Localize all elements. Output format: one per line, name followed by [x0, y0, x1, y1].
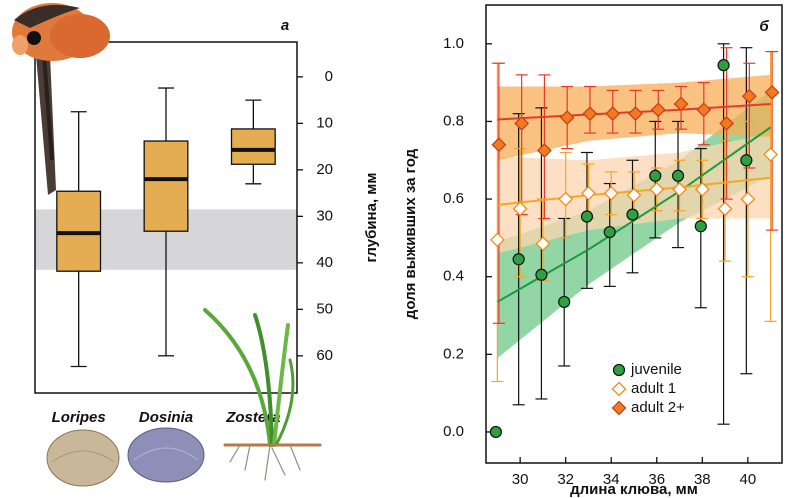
point: [626, 187, 642, 203]
x-tick-label: 40: [740, 471, 757, 488]
point: [489, 232, 505, 248]
point: [741, 88, 757, 104]
plant: [203, 308, 322, 481]
point: [603, 225, 616, 239]
y-tick-label: 40: [316, 254, 333, 271]
point: [650, 102, 666, 118]
legend-label: adult 2+: [631, 399, 685, 416]
point: [671, 169, 685, 182]
x-axis-label: длина клюва, мм: [570, 481, 698, 498]
bird-bill-shade: [42, 55, 54, 160]
bird-neck: [50, 14, 110, 58]
point: [673, 96, 689, 112]
point: [558, 191, 574, 207]
y-tick-label: 10: [316, 114, 333, 131]
point: [491, 137, 507, 153]
point: [763, 147, 779, 162]
panel-label: б: [759, 18, 769, 35]
y-tick-label: 0.4: [443, 268, 464, 285]
point: [514, 115, 530, 131]
y-tick-label: 0: [325, 68, 333, 85]
point: [512, 253, 525, 266]
plant-blade: [253, 313, 274, 447]
point: [535, 268, 548, 281]
y-tick-label: 0.8: [443, 112, 464, 129]
point: [558, 295, 571, 309]
illustrations: [12, 3, 322, 487]
point: [719, 115, 734, 131]
legend-marker: [611, 381, 627, 397]
shell-dosinia-rim: [133, 447, 199, 461]
shell-loripes: [46, 429, 120, 487]
point: [628, 106, 643, 122]
plant-blade: [274, 358, 295, 447]
y-axis-label: доля выживших за год: [402, 148, 419, 319]
plant-blade: [272, 323, 290, 447]
point: [649, 181, 665, 197]
plot-frame: [34, 41, 298, 394]
x-tick-label: 36: [648, 471, 665, 488]
point: [537, 143, 552, 158]
panel-label: а: [281, 17, 289, 34]
y-axis-label: глубина, мм: [363, 173, 380, 263]
x-tick-label: 32: [557, 471, 574, 488]
point: [582, 106, 598, 122]
plant-roots: [229, 444, 301, 481]
point: [649, 169, 662, 182]
shell-dosinia: [127, 427, 205, 483]
bird-eye: [27, 31, 41, 45]
point: [535, 236, 551, 252]
point: [740, 191, 756, 207]
x-tick-label: 34: [603, 471, 620, 488]
point: [672, 181, 687, 197]
plant-blade: [203, 308, 272, 447]
y-tick-label: 0.0: [443, 423, 464, 440]
point: [580, 210, 594, 223]
y-tick-label: 0.2: [443, 345, 464, 362]
legend-marker: [612, 363, 626, 377]
point: [740, 154, 753, 167]
y-tick-label: 60: [316, 347, 333, 364]
plot-frame: [485, 4, 783, 464]
point: [605, 106, 621, 122]
point: [717, 59, 730, 72]
y-tick-label: 1.0: [443, 35, 464, 52]
legend-label: juvenile: [630, 361, 682, 378]
shell-loripes-rim: [51, 450, 115, 463]
box: [143, 140, 189, 232]
legend-marker: [611, 400, 627, 416]
y-tick-label: 20: [316, 161, 333, 178]
point: [489, 425, 502, 439]
y-tick-label: 30: [316, 207, 333, 224]
point: [559, 110, 575, 125]
legend-label: adult 1: [631, 380, 676, 397]
box: [230, 128, 276, 165]
point: [603, 185, 619, 201]
point: [581, 185, 596, 201]
y-tick-label: 50: [316, 300, 333, 317]
bird-cap: [14, 4, 80, 28]
point: [694, 220, 707, 233]
x-tick-label: 30: [512, 471, 529, 488]
category-label: Loripes: [52, 409, 106, 426]
point: [696, 102, 712, 118]
bird-cheek: [12, 35, 28, 55]
category-label: Dosinia: [139, 409, 193, 426]
point: [694, 181, 710, 197]
x-tick-label: 38: [694, 471, 711, 488]
point: [717, 201, 733, 217]
y-tick-label: 0.6: [443, 190, 464, 207]
point: [764, 84, 780, 100]
point: [512, 201, 528, 217]
point: [626, 208, 639, 221]
